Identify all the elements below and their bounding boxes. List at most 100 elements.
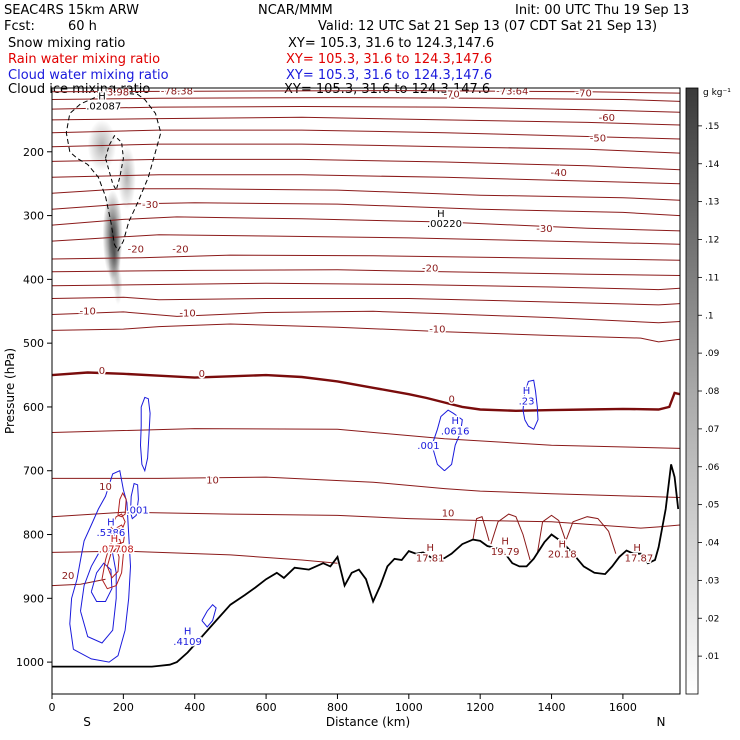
x-tick-label-1: 200 bbox=[113, 701, 134, 714]
colorbar-tick-label-3: .04 bbox=[705, 539, 720, 549]
cloud-water-contours bbox=[69, 379, 539, 663]
y-tick-label-6: 800 bbox=[23, 529, 44, 542]
isotherm-ridge-3 bbox=[565, 516, 617, 554]
isotherm-line-22 bbox=[52, 578, 106, 587]
temperature-label-8: -30 bbox=[142, 200, 158, 211]
temperature-label-18: 0 bbox=[448, 394, 454, 405]
colorbar-tick-label-2: .03 bbox=[705, 576, 719, 586]
maximum-label-3: 19.79 bbox=[491, 547, 520, 558]
colorbar-tick-label-11: .12 bbox=[705, 236, 719, 246]
cloud-water-label-2: H bbox=[451, 416, 459, 427]
field-xy-snow: XY= 105.3, 31.6 to 124.3,147.6 bbox=[288, 36, 495, 51]
cloud-water-label-8: H bbox=[184, 627, 192, 638]
cloud-water-label-7: .5386 bbox=[97, 528, 126, 539]
isotherm-ridge-2 bbox=[536, 514, 567, 554]
north-end-label: N bbox=[657, 715, 666, 729]
cloud-water-contour-6 bbox=[130, 482, 139, 520]
colorbar-tick-label-8: .09 bbox=[705, 349, 720, 359]
y-tick-label-5: 700 bbox=[23, 465, 44, 478]
temperature-label-7: -40 bbox=[551, 168, 567, 179]
ice-label-1: .02087 bbox=[86, 102, 121, 113]
colorbar-tick-label-9: .1 bbox=[705, 311, 714, 321]
isotherm-line-15 bbox=[52, 105, 680, 113]
isotherm-line-5 bbox=[52, 254, 680, 261]
field-xy-cloud-ice: XY= 105.3, 31.6 to 124.3,147.6 bbox=[284, 82, 491, 97]
temperature-label-10: -20 bbox=[128, 245, 144, 256]
x-tick-label-7: 1400 bbox=[538, 701, 566, 714]
forecast-hours: 60 h bbox=[68, 19, 97, 34]
isotherm-line-10 bbox=[52, 174, 680, 185]
plot-frame bbox=[51, 87, 681, 695]
colorbar bbox=[685, 87, 699, 695]
snow-shade-blob-3 bbox=[118, 145, 136, 210]
colorbar-unit: g kg⁻¹ bbox=[703, 88, 731, 98]
x-tick-label-6: 1200 bbox=[466, 701, 494, 714]
field-xy-rain: XY= 105.3, 31.6 to 124.3,147.6 bbox=[286, 52, 493, 67]
colorbar-tick-label-14: .15 bbox=[705, 122, 719, 132]
rain-contour-0 bbox=[101, 537, 124, 590]
colorbar-tick-label-7: .08 bbox=[705, 387, 720, 397]
temperature-label-14: -10 bbox=[179, 308, 195, 319]
temperature-label-19: 10 bbox=[99, 482, 112, 493]
y-tick-label-1: 300 bbox=[23, 210, 44, 223]
temperature-label-15: -10 bbox=[429, 324, 445, 335]
isotherm-line-14 bbox=[52, 116, 680, 126]
maximum-label-6: H bbox=[633, 543, 641, 554]
colorbar-tick-label-13: .14 bbox=[705, 160, 720, 170]
cloud-water-label-0: H bbox=[523, 386, 531, 397]
x-axis-label: Distance (km) bbox=[326, 715, 410, 729]
snow-shading-layer bbox=[87, 119, 136, 305]
temperature-label-11: -20 bbox=[172, 245, 188, 256]
cloud-ice-contour bbox=[65, 92, 162, 252]
cloud-water-contour-1 bbox=[431, 409, 463, 472]
isotherm-line-9 bbox=[52, 188, 680, 201]
freezing-level-line bbox=[52, 371, 680, 413]
x-tick-label-3: 600 bbox=[256, 701, 277, 714]
terrain-layer bbox=[52, 464, 680, 668]
temperature-label-9: -30 bbox=[536, 224, 552, 235]
isotherm-ridge-1 bbox=[490, 513, 531, 561]
cloud-water-label-9: .4109 bbox=[173, 637, 202, 648]
cloud-water-label-6: H bbox=[107, 518, 115, 529]
y-tick-label-0: 200 bbox=[23, 146, 44, 159]
y-tick-label-2: 400 bbox=[23, 273, 44, 286]
contour-labels: -78.38 -73.643.98 -70 -70-60-50-40-30-30-20… bbox=[60, 85, 655, 650]
temperature-label-5: -60 bbox=[599, 113, 615, 124]
colorbar-tick-label-10: .11 bbox=[705, 273, 719, 283]
cloud-ice-contours bbox=[65, 92, 162, 252]
rain-contour-2 bbox=[113, 524, 126, 545]
colorbar-tick-label-5: .06 bbox=[705, 463, 720, 473]
temperature-label-13: -10 bbox=[80, 306, 96, 317]
maximum-label-0: H bbox=[426, 543, 434, 554]
valid-time: Valid: 12 UTC Sat 21 Sep 13 (07 CDT Sat … bbox=[318, 19, 658, 34]
isotherm-ridge-0 bbox=[472, 516, 490, 542]
cloud-water-label-1: .23 bbox=[519, 396, 535, 407]
maximum-label-5: 20.18 bbox=[548, 549, 577, 560]
temperature-label-4: -70 bbox=[575, 88, 591, 99]
field-xy-cloud-water: XY= 105.3, 31.6 to 124.3,147.6 bbox=[286, 68, 493, 83]
isotherm-line-0 bbox=[52, 323, 680, 343]
cloud-water-contour-2 bbox=[139, 396, 151, 473]
isotherm-line-16 bbox=[52, 97, 680, 102]
rain-water-contours bbox=[101, 491, 127, 590]
y-axis-label: Pressure (hPa) bbox=[3, 348, 17, 434]
cloud-water-contour-7 bbox=[201, 603, 217, 628]
rain-label-1: .07708 bbox=[99, 544, 134, 555]
maximum-label-1: 17.81 bbox=[416, 553, 445, 564]
field-name-cloud-water: Cloud water mixing ratio bbox=[8, 68, 169, 83]
temperature-label-17: 0 bbox=[199, 369, 205, 380]
isotherm-line-3 bbox=[52, 282, 680, 291]
cloud-water-label-5: .001 bbox=[127, 505, 149, 516]
isotherm-line-8 bbox=[52, 202, 680, 217]
colorbar-tick-label-1: .02 bbox=[705, 614, 719, 624]
cloud-water-label-4: .001 bbox=[417, 441, 439, 452]
x-tick-label-8: 1600 bbox=[609, 701, 637, 714]
isotherm-line-12 bbox=[52, 143, 680, 154]
cloud-water-contour-0 bbox=[522, 379, 539, 431]
maximum-label-2: H bbox=[501, 537, 509, 548]
colorbar-tick-label-6: .07 bbox=[705, 425, 719, 435]
temperature-label-6: -50 bbox=[590, 134, 606, 145]
field-name-cloud-ice: Cloud ice mixing ratio bbox=[8, 82, 151, 97]
y-tick-label-7: 900 bbox=[23, 592, 44, 605]
